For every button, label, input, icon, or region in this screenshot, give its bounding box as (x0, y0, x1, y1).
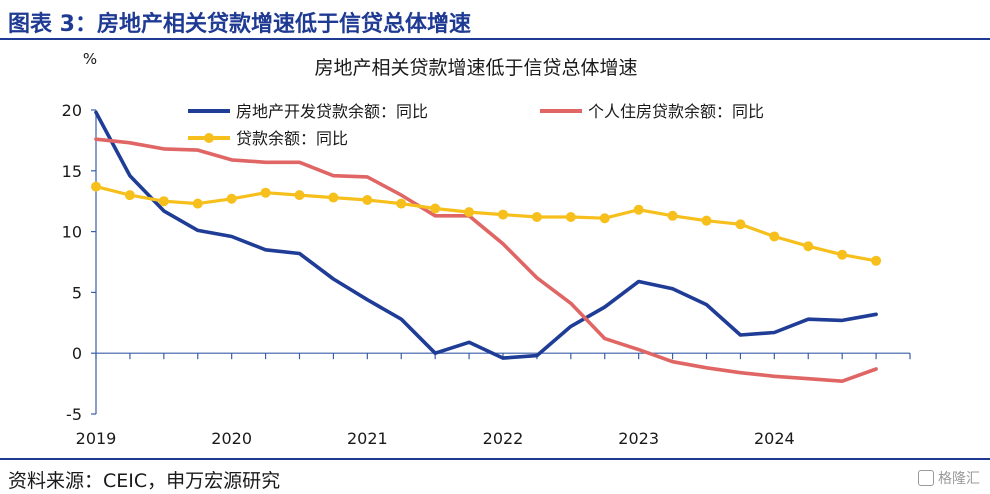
series-line-mortgage (94, 137, 878, 384)
watermark: 格隆汇 (918, 468, 980, 488)
data-point (396, 198, 407, 209)
header-rule (0, 38, 990, 40)
watermark-logo-icon (918, 470, 934, 486)
x-tick-label: 2022 (483, 429, 524, 448)
y-tick-label: 0 (72, 344, 82, 363)
report-footer: 资料来源：CEIC，申万宏源研究 格隆汇 (0, 458, 990, 494)
data-point (260, 187, 271, 198)
source-note: 资料来源：CEIC，申万宏源研究 (8, 470, 281, 492)
data-point (294, 190, 305, 201)
data-point (803, 241, 814, 252)
data-point (192, 198, 203, 209)
data-point (158, 196, 169, 207)
data-point (498, 209, 508, 220)
chart-title: 房地产相关贷款增速低于信贷总体增速 (314, 57, 637, 79)
data-point (328, 192, 339, 203)
data-point (667, 210, 678, 221)
series-line-total-loans (94, 185, 878, 263)
y-tick-label: 15 (62, 162, 82, 181)
data-point (701, 215, 712, 226)
data-point (599, 213, 610, 224)
legend-label: 贷款余额：同比 (236, 129, 348, 148)
data-point (871, 255, 882, 266)
chart-axes: -5 0 5 10 15 20 2019 2020 2021 2022 2023 2024 (62, 101, 911, 448)
x-tick-label: 2020 (211, 429, 252, 448)
data-point (769, 231, 780, 242)
x-tick-label: 2024 (754, 429, 795, 448)
legend-label: 个人住房贷款余额：同比 (588, 102, 764, 121)
line-chart: -5 0 5 10 15 20 2019 2020 2021 2022 2023 2024 房地产开发… (62, 50, 911, 448)
y-axis-unit: % (83, 50, 97, 68)
data-point (633, 204, 644, 215)
x-tick-label: 2021 (347, 429, 388, 448)
data-point (531, 212, 542, 223)
data-point (735, 219, 746, 230)
series-line-dev-loans (94, 110, 878, 360)
data-point (837, 249, 848, 260)
data-point (91, 181, 101, 192)
chart-series (91, 110, 882, 384)
x-tick-label: 2023 (618, 429, 659, 448)
y-tick-label: 20 (62, 101, 82, 120)
figure-title: 图表 3：房地产相关贷款增速低于信贷总体增速 (8, 12, 471, 37)
footer-rule (0, 458, 990, 460)
data-point (362, 194, 373, 205)
legend-marker (204, 133, 214, 143)
data-point (565, 212, 576, 223)
data-point (226, 193, 237, 204)
watermark-text: 格隆汇 (938, 471, 980, 487)
legend-label: 房地产开发贷款余额：同比 (236, 102, 428, 121)
y-tick-label: 5 (72, 283, 82, 302)
data-point (464, 207, 475, 218)
data-point (124, 190, 135, 201)
y-tick-label: -5 (66, 405, 82, 424)
report-header: 图表 3：房地产相关贷款增速低于信贷总体增速 (0, 0, 990, 40)
x-tick-label: 2019 (76, 429, 117, 448)
data-point (430, 203, 441, 214)
y-tick-label: 10 (62, 223, 82, 242)
